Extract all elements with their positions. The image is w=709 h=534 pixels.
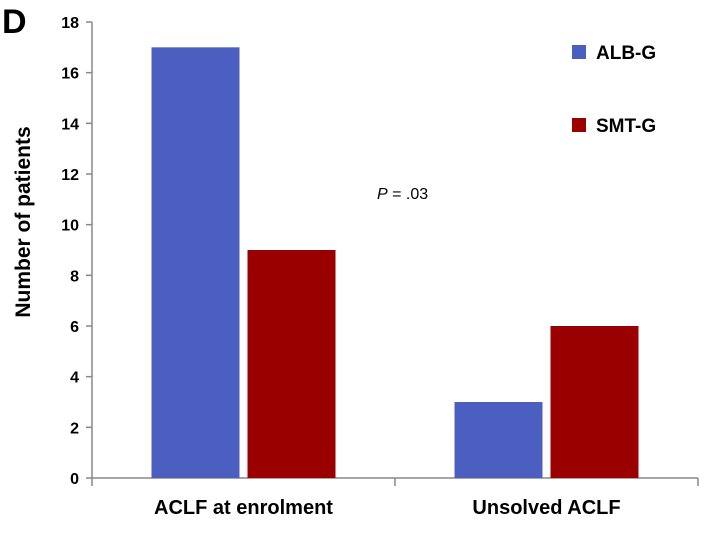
y-tick-label: 10 <box>61 218 79 235</box>
x-axis: ACLF at enrolment Unsolved ACLF <box>91 477 699 519</box>
legend-label: SMT-G <box>596 116 656 137</box>
y-tick-label: 18 <box>61 15 79 32</box>
x-tick-label: ACLF at enrolment <box>154 497 333 519</box>
bars <box>151 47 639 478</box>
y-tick-label: 2 <box>70 420 79 437</box>
y-tick-label: 0 <box>70 471 79 488</box>
y-tick-label: 14 <box>61 116 79 133</box>
y-tick-label: 6 <box>70 319 79 336</box>
legend-swatch <box>572 118 586 132</box>
bar-alb-g <box>454 402 543 478</box>
x-tick-label: Unsolved ACLF <box>472 497 620 519</box>
y-tick-label: 4 <box>70 370 79 387</box>
y-tick-label: 8 <box>70 268 79 285</box>
y-tick-label: 12 <box>61 167 79 184</box>
legend: ALB-G SMT-G <box>572 43 656 137</box>
legend-swatch <box>572 45 586 59</box>
p-value-text: = .03 <box>388 186 429 203</box>
bar-alb-g <box>151 47 240 478</box>
p-value-annotation: P = .03 <box>377 186 428 203</box>
p-symbol: P <box>377 186 388 203</box>
panel-label: D <box>2 3 27 41</box>
y-tick-label: 16 <box>61 66 79 83</box>
bar-smt-g <box>247 250 336 478</box>
y-axis: 0 2 4 6 8 10 12 14 16 18 <box>61 15 93 488</box>
y-axis-label: Number of patients <box>12 126 35 317</box>
legend-label: ALB-G <box>596 43 656 64</box>
bar-smt-g <box>550 326 639 478</box>
